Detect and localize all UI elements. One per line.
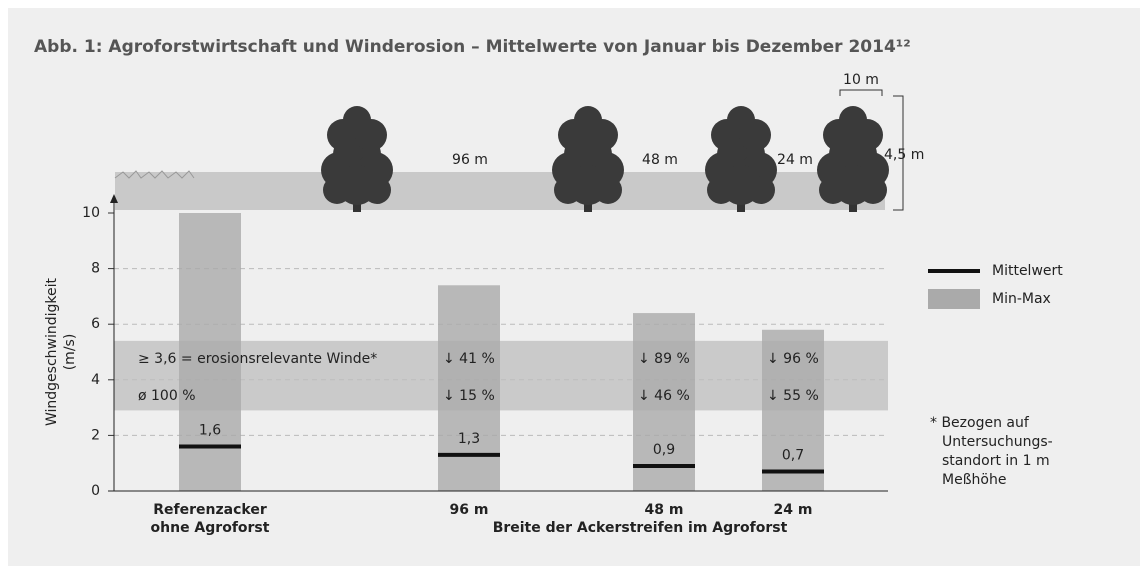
legend-label: Mittelwert [992, 263, 1063, 279]
value-label: 0,9 [653, 442, 675, 458]
footnote: * Bezogen auf [930, 415, 1030, 431]
reduction-label: ↓ 96 % [767, 351, 819, 367]
x-tick-label: Referenzacker [153, 502, 267, 518]
band-reference: ø 100 % [138, 388, 196, 404]
y-tick-label: 0 [91, 483, 100, 499]
legend-swatch [928, 289, 980, 309]
y-tick-label: 8 [91, 261, 100, 277]
reduction-label: ↓ 15 % [443, 388, 495, 404]
y-axis-label-line: Windgeschwindigkeit [44, 277, 60, 426]
tree-crown [839, 106, 867, 134]
y-tick-label: 2 [91, 427, 100, 443]
chart-title: Abb. 1: Agroforstwirtschaft und Winderos… [34, 37, 911, 57]
tree-crown [337, 165, 377, 205]
tree-crown [727, 106, 755, 134]
tree-crown [574, 106, 602, 134]
legend-label: Min-Max [992, 291, 1051, 307]
strip-label: 96 m [452, 152, 488, 168]
y-tick-label: 6 [91, 316, 100, 332]
x-tick-label: 96 m [450, 502, 489, 518]
footnote: Meßhöhe [942, 472, 1006, 488]
tree-crown [343, 106, 371, 134]
tree-crown [568, 165, 608, 205]
chart: Abb. 1: Agroforstwirtschaft und Winderos… [0, 0, 1148, 574]
y-tick-label: 10 [82, 205, 100, 221]
x-tick-label: ohne Agroforst [151, 520, 270, 536]
footnote: standort in 1 m [942, 453, 1050, 469]
value-label: 1,3 [458, 431, 480, 447]
strip-label: 24 m [777, 152, 813, 168]
x-tick-label: 48 m [645, 502, 684, 518]
tree-crown [833, 165, 873, 205]
y-axis-label-line: (m/s) [62, 334, 78, 371]
reduction-label: ↓ 46 % [638, 388, 690, 404]
tree-width-label: 10 m [843, 72, 879, 88]
y-tick-label: 4 [91, 372, 100, 388]
footnote: Untersuchungs- [942, 434, 1053, 450]
value-label: 0,7 [782, 448, 804, 464]
band-label: ≥ 3,6 = erosionsrelevante Winde* [138, 351, 377, 367]
reduction-label: ↓ 55 % [767, 388, 819, 404]
strip-label: 48 m [642, 152, 678, 168]
reduction-label: ↓ 41 % [443, 351, 495, 367]
x-tick-label: 24 m [774, 502, 813, 518]
reduction-label: ↓ 89 % [638, 351, 690, 367]
value-label: 1,6 [199, 423, 221, 439]
tree-height-label: 4,5 m [884, 147, 924, 163]
tree-crown [721, 165, 761, 205]
x-axis-label: Breite der Ackerstreifen im Agroforst [493, 520, 788, 536]
